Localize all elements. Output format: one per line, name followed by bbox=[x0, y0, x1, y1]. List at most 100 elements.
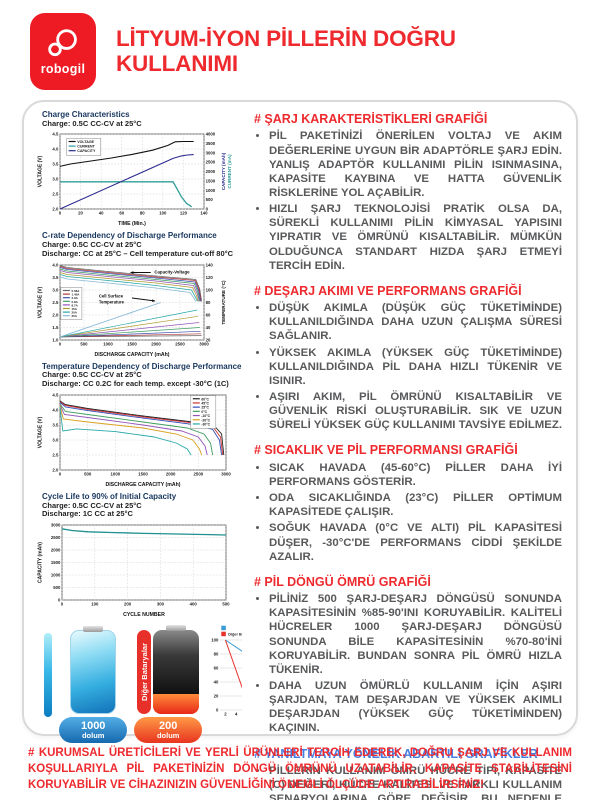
svg-text:140: 140 bbox=[206, 262, 214, 267]
svg-text:1500: 1500 bbox=[206, 179, 216, 184]
svg-text:0: 0 bbox=[58, 598, 61, 603]
chart-cycle-life: Cycle Life to 90% of Initial Capacity Ch… bbox=[36, 492, 242, 617]
svg-text:CAPACITY: CAPACITY bbox=[77, 150, 96, 154]
svg-text:1.5: 1.5 bbox=[52, 325, 59, 330]
svg-text:2: 2 bbox=[224, 712, 227, 717]
section-sarj-karakteristikleri: # ŞARJ KARAKTERİSTİKLERİ GRAFİĞİ PİL PAK… bbox=[254, 112, 562, 273]
svg-text:2500: 2500 bbox=[206, 160, 216, 165]
svg-text:500: 500 bbox=[84, 471, 92, 476]
svg-text:CAPACITY (mAh): CAPACITY (mAh) bbox=[38, 542, 44, 583]
section-heading: # YANILTMAYA YÖNELİK ABARTILI GRAFİKLER bbox=[254, 746, 538, 761]
svg-text:VOLTAGE (V): VOLTAGE (V) bbox=[38, 286, 44, 318]
section-abartili-grafikler: # YANILTMAYA YÖNELİK ABARTILI GRAFİKLER … bbox=[254, 747, 562, 800]
svg-text:TEMPERATURE (°C): TEMPERATURE (°C) bbox=[221, 280, 226, 325]
chart-temperature-discharge: Temperature Dependency of Discharge Perf… bbox=[36, 362, 242, 487]
svg-text:2.5: 2.5 bbox=[52, 192, 59, 197]
svg-text:1500: 1500 bbox=[138, 471, 148, 476]
svg-text:40: 40 bbox=[206, 325, 211, 330]
svg-text:3.5: 3.5 bbox=[52, 275, 59, 280]
svg-text:1.45A: 1.45A bbox=[71, 292, 80, 296]
svg-text:3.0: 3.0 bbox=[52, 177, 59, 182]
logo-text: robogil bbox=[40, 61, 86, 76]
svg-text:100: 100 bbox=[206, 287, 214, 292]
header: robogil LİTYUM-İYON PİLLERİN DOĞRU KULLA… bbox=[0, 0, 600, 96]
footer: # KURUMSAL ÜRETİCİLERİ VE YERLİ ÜRÜNLERİ… bbox=[28, 745, 572, 793]
svg-text:2000: 2000 bbox=[166, 471, 176, 476]
svg-text:3500: 3500 bbox=[206, 141, 216, 146]
bullet: HIZLI ŞARJ TEKNOLOJİSİ PRATİK OLSA DA, S… bbox=[269, 202, 562, 273]
svg-text:0: 0 bbox=[206, 207, 209, 212]
bullet: PİLİNİZ 500 ŞARJ-DEŞARJ DÖNGÜSÜ SONUNDA … bbox=[269, 592, 562, 677]
svg-text:0.58A: 0.58A bbox=[71, 289, 80, 293]
battery-capsule-graphic bbox=[44, 633, 53, 718]
svg-text:15A: 15A bbox=[71, 307, 77, 311]
svg-text:20A: 20A bbox=[71, 310, 77, 314]
svg-text:3000: 3000 bbox=[221, 471, 231, 476]
section-heading: # ŞARJ KARAKTERİSTİKLERİ GRAFİĞİ bbox=[254, 112, 488, 126]
svg-text:-10°C: -10°C bbox=[201, 414, 210, 418]
svg-text:25A: 25A bbox=[71, 314, 77, 318]
svg-text:1000: 1000 bbox=[206, 188, 216, 193]
svg-text:200: 200 bbox=[124, 602, 132, 607]
svg-text:80: 80 bbox=[206, 300, 211, 305]
cycle-count: 1000 bbox=[80, 720, 106, 733]
svg-text:CAPACITY (mAh): CAPACITY (mAh) bbox=[221, 153, 226, 191]
section-heading: # SICAKLIK VE PİL PERFORMANSI GRAFİĞİ bbox=[254, 443, 518, 458]
svg-text:40: 40 bbox=[214, 680, 219, 685]
section-desarj-akimi: # DEŞARJ AKIMI VE PERFORMANS GRAFİĞİ DÜŞ… bbox=[254, 284, 562, 433]
chart-title: C-rate Dependency of Discharge Performan… bbox=[42, 231, 217, 241]
charge-characteristics-plot: 0 20 40 60 80 100 120 140 2.0 2.5 3.0 3.5 4.0 4.5 0 500… bbox=[38, 132, 233, 227]
svg-text:8.7A: 8.7A bbox=[71, 303, 78, 307]
robogil-cycle-badge: 1000 dolum bbox=[59, 717, 128, 744]
chart-crate-discharge: C-rate Dependency of Discharge Performan… bbox=[36, 231, 242, 356]
svg-text:60: 60 bbox=[206, 312, 211, 317]
svg-text:CYCLE NUMBER: CYCLE NUMBER bbox=[123, 612, 165, 617]
band-text: Diğer Bataryalar bbox=[139, 643, 149, 702]
svg-text:TIME (Min.): TIME (Min.) bbox=[118, 221, 146, 226]
svg-text:4.5: 4.5 bbox=[52, 393, 59, 398]
charts-column: Charge Characteristics Charge: 0.5C CC-C… bbox=[36, 110, 242, 744]
chart-subtitle: Charge: 0.5C CC-CV at 25°C bbox=[42, 118, 142, 128]
svg-text:2.0: 2.0 bbox=[52, 207, 59, 212]
bullet: DAHA UZUN ÖMÜRLÜ KULLANIM İÇİN AŞIRI ŞAR… bbox=[269, 679, 562, 736]
svg-text:100: 100 bbox=[159, 211, 167, 216]
svg-text:4.5: 4.5 bbox=[52, 132, 59, 137]
robogil-logo: robogil bbox=[30, 13, 96, 90]
chart-charge-characteristics: Charge Characteristics Charge: 0.5C CC-C… bbox=[36, 110, 242, 226]
svg-text:2000: 2000 bbox=[51, 548, 61, 553]
svg-text:60: 60 bbox=[119, 211, 124, 216]
svg-text:20: 20 bbox=[206, 337, 211, 342]
svg-text:120: 120 bbox=[206, 275, 214, 280]
section-heading: # PİL DÖNGÜ ÖMRÜ GRAFİĞİ bbox=[254, 574, 431, 589]
svg-text:3.5: 3.5 bbox=[52, 423, 59, 428]
other-cycle-badge: 200 dolum bbox=[134, 717, 203, 744]
chart-subtitle: Discharge: 1C CC at 25°C bbox=[42, 509, 133, 519]
battery-comparison-illustration: 1000 dolum Diğer Bataryalar bbox=[36, 625, 242, 744]
section-sicaklik-performans: # SICAKLIK VE PİL PERFORMANSI GRAFİĞİ SI… bbox=[254, 443, 562, 563]
robogil-logo-icon bbox=[48, 28, 77, 56]
svg-text:4: 4 bbox=[235, 712, 238, 717]
svg-text:0: 0 bbox=[216, 708, 219, 713]
chart-title: Temperature Dependency of Discharge Perf… bbox=[42, 361, 242, 371]
svg-text:2.0: 2.0 bbox=[52, 468, 59, 473]
svg-text:3.5: 3.5 bbox=[52, 162, 59, 167]
bullet: ODA SICAKLIĞINDA (23°C) PİLLER OPTİMUM K… bbox=[269, 491, 562, 519]
svg-text:5.8A: 5.8A bbox=[71, 300, 78, 304]
svg-text:60: 60 bbox=[214, 666, 219, 671]
svg-text:400: 400 bbox=[190, 602, 198, 607]
section-dongu-omru: # PİL DÖNGÜ ÖMRÜ GRAFİĞİ PİLİNİZ 500 ŞAR… bbox=[254, 575, 562, 736]
chart-title: Charge Characteristics bbox=[42, 110, 130, 119]
other-battery-graphic bbox=[153, 625, 200, 715]
temperature-discharge-plot: 0 500 1000 1500 2000 2500 3000 2.0 2.5 3.0 3.5 4.0 4… bbox=[38, 393, 232, 488]
chart-subtitle: Discharge: CC 0.2C for each temp. except… bbox=[42, 379, 229, 389]
svg-text:-20°C: -20°C bbox=[201, 418, 210, 422]
svg-text:3000: 3000 bbox=[199, 341, 209, 346]
svg-text:25°C: 25°C bbox=[201, 406, 209, 410]
svg-text:2.0: 2.0 bbox=[52, 312, 59, 317]
svg-text:Temperature: Temperature bbox=[99, 299, 125, 304]
svg-text:1500: 1500 bbox=[127, 341, 137, 346]
content-card: Charge Characteristics Charge: 0.5C CC-C… bbox=[22, 100, 578, 800]
svg-text:2500: 2500 bbox=[175, 341, 185, 346]
svg-text:20: 20 bbox=[78, 211, 83, 216]
